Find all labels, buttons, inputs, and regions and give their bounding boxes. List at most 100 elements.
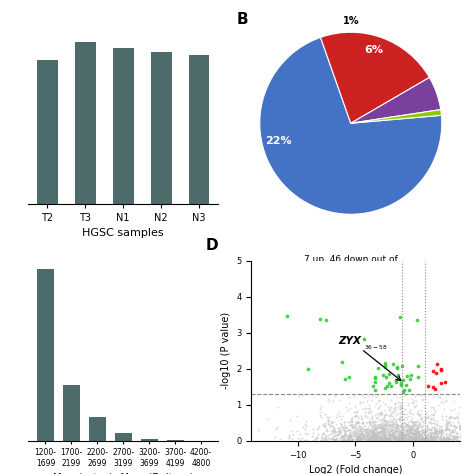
Point bbox=[417, 433, 425, 441]
Point bbox=[313, 425, 320, 433]
Point bbox=[396, 427, 404, 434]
Point bbox=[404, 437, 411, 445]
Point bbox=[401, 432, 409, 440]
Point bbox=[370, 437, 378, 444]
Point bbox=[393, 394, 401, 401]
Point bbox=[372, 432, 379, 439]
Point bbox=[429, 434, 437, 441]
Point bbox=[421, 412, 428, 420]
Point bbox=[345, 434, 353, 441]
Point bbox=[366, 415, 374, 423]
Point bbox=[429, 419, 437, 427]
Point bbox=[392, 419, 400, 427]
Point bbox=[362, 404, 369, 411]
Point bbox=[423, 434, 430, 441]
Point bbox=[412, 431, 419, 438]
Point bbox=[369, 383, 377, 390]
Point bbox=[401, 391, 409, 399]
Point bbox=[396, 435, 404, 443]
Point bbox=[327, 428, 335, 435]
Point bbox=[385, 431, 393, 439]
Point bbox=[294, 428, 301, 435]
Point bbox=[390, 427, 397, 434]
Point bbox=[399, 376, 407, 384]
Point bbox=[442, 435, 450, 442]
Point bbox=[424, 425, 432, 433]
Point bbox=[392, 434, 400, 442]
Point bbox=[412, 431, 420, 438]
Point bbox=[363, 432, 371, 440]
Point bbox=[345, 435, 353, 443]
Point bbox=[368, 407, 375, 415]
Point bbox=[396, 417, 404, 425]
Point bbox=[373, 435, 381, 442]
Point bbox=[342, 403, 350, 410]
Point bbox=[438, 425, 446, 433]
Point bbox=[375, 437, 383, 445]
Point bbox=[445, 437, 452, 445]
Point bbox=[426, 436, 434, 443]
Point bbox=[425, 437, 432, 444]
Point bbox=[354, 433, 361, 440]
Point bbox=[465, 427, 473, 434]
Point bbox=[415, 433, 422, 440]
Point bbox=[346, 436, 354, 444]
Point bbox=[384, 433, 392, 440]
Point bbox=[428, 411, 435, 419]
Point bbox=[437, 379, 444, 387]
Point bbox=[441, 436, 449, 444]
Point bbox=[398, 403, 405, 410]
Point bbox=[399, 413, 406, 420]
Point bbox=[407, 436, 414, 443]
Point bbox=[440, 434, 447, 442]
Point bbox=[413, 436, 420, 443]
Point bbox=[365, 419, 373, 426]
Point bbox=[426, 433, 433, 441]
Point bbox=[442, 425, 450, 433]
Point bbox=[397, 380, 404, 387]
Point bbox=[369, 412, 376, 419]
Point bbox=[398, 436, 406, 444]
Point bbox=[409, 425, 416, 433]
Point bbox=[377, 427, 385, 435]
Point bbox=[403, 436, 410, 443]
Point bbox=[368, 431, 376, 439]
Point bbox=[417, 430, 424, 438]
Point bbox=[383, 422, 391, 429]
Point bbox=[414, 436, 422, 443]
Point bbox=[462, 436, 470, 444]
Point bbox=[447, 429, 454, 437]
Point bbox=[412, 401, 419, 409]
Point bbox=[434, 428, 442, 435]
Point bbox=[439, 427, 447, 435]
Point bbox=[412, 425, 419, 433]
Point bbox=[402, 410, 410, 418]
Point bbox=[405, 408, 412, 416]
Point bbox=[347, 429, 355, 437]
Point bbox=[392, 434, 400, 442]
Point bbox=[397, 420, 405, 428]
Point bbox=[402, 433, 410, 440]
Point bbox=[344, 434, 352, 442]
Point bbox=[359, 406, 367, 413]
Point bbox=[411, 427, 419, 435]
Point bbox=[451, 415, 459, 422]
Point bbox=[464, 429, 471, 437]
Point bbox=[385, 433, 392, 441]
Point bbox=[367, 433, 375, 441]
Point bbox=[400, 424, 408, 431]
Point bbox=[377, 433, 384, 441]
Point bbox=[363, 427, 370, 434]
Point bbox=[319, 420, 327, 428]
Point bbox=[457, 424, 465, 431]
Point bbox=[424, 413, 432, 421]
Point bbox=[319, 437, 326, 444]
Point bbox=[346, 417, 354, 425]
Point bbox=[359, 425, 367, 433]
Point bbox=[385, 420, 392, 428]
Point bbox=[407, 429, 415, 437]
Point bbox=[427, 427, 434, 434]
Point bbox=[392, 427, 399, 434]
Point bbox=[420, 417, 428, 425]
Point bbox=[397, 435, 405, 442]
